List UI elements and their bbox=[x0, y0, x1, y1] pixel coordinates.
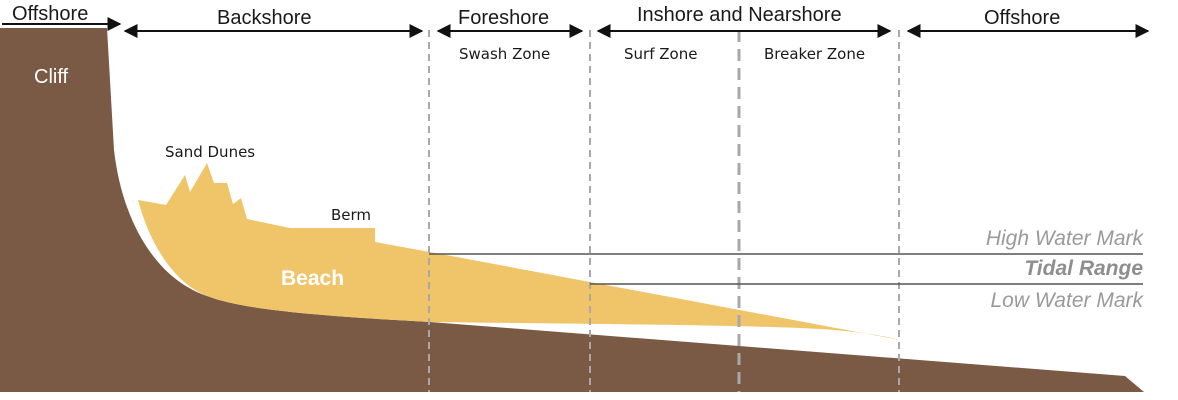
swash-zone-label: Swash Zone bbox=[459, 45, 551, 63]
offshore-right-label: Offshore bbox=[984, 7, 1061, 29]
offshore-left-label: Offshore bbox=[12, 3, 89, 25]
foreshore-label: Foreshore bbox=[458, 7, 550, 29]
beach-sand-shape bbox=[138, 163, 900, 340]
surf-zone-label: Surf Zone bbox=[624, 45, 698, 63]
low-water-mark-label: Low Water Mark bbox=[990, 289, 1144, 312]
inshore-nearshore-label: Inshore and Nearshore bbox=[637, 4, 842, 26]
cliff-label: Cliff bbox=[34, 66, 69, 88]
berm-label: Berm bbox=[331, 206, 372, 224]
tidal-range-label: Tidal Range bbox=[1024, 257, 1143, 280]
breaker-zone-label: Breaker Zone bbox=[764, 45, 866, 63]
high-water-mark-label: High Water Mark bbox=[985, 227, 1143, 250]
sand-dunes-label: Sand Dunes bbox=[165, 143, 256, 161]
backshore-label: Backshore bbox=[217, 7, 312, 29]
beach-label: Beach bbox=[281, 267, 345, 290]
cliff-rock-shape bbox=[0, 28, 1144, 392]
